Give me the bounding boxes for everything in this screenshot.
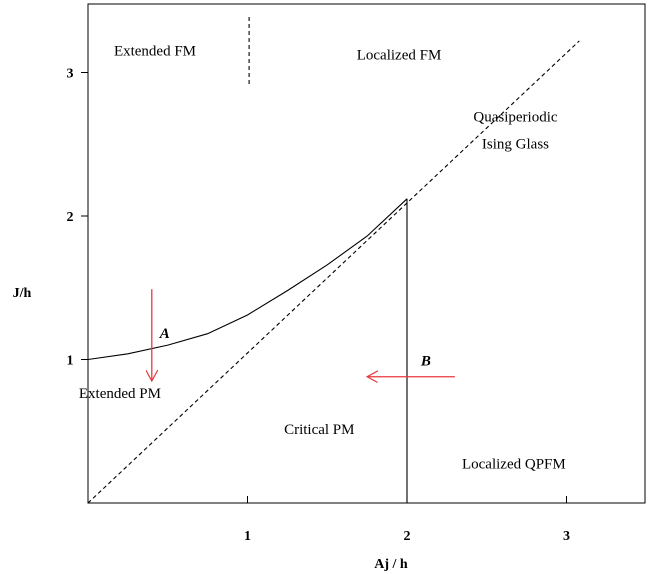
arrow-layer: AB (152, 289, 455, 381)
arrow-b-label: B (420, 354, 431, 370)
region-label: Quasiperiodic (473, 109, 557, 125)
annotation-layer: Extended FM Localized FM Quasiperiodic Isin… (79, 43, 566, 472)
region-label: Localized FM (357, 48, 442, 64)
region-label: Extended FM (114, 43, 196, 59)
x-axis-label: Aj / h (374, 557, 408, 572)
x-tick-label: 3 (563, 529, 570, 544)
plot-frame (87, 3, 646, 504)
y-axis-label: J/h (13, 286, 32, 301)
series-line-1 (87, 40, 580, 504)
region-label: Extended PM (79, 386, 161, 402)
region-label: Localized QPFM (462, 457, 566, 473)
series-layer (87, 15, 580, 504)
region-label: Ising Glass (482, 137, 549, 153)
x-tick-label: 1 (244, 529, 251, 544)
x-tick-label: 2 (404, 529, 411, 544)
arrow-a-label: A (159, 326, 170, 342)
y-tick-label: 2 (67, 210, 74, 225)
series-line-2 (87, 198, 408, 361)
axes: 1 2 3 1 2 3 (67, 3, 646, 544)
y-tick-label: 3 (67, 67, 74, 82)
region-label: Critical PM (284, 422, 354, 438)
y-tick-label: 1 (67, 354, 74, 369)
